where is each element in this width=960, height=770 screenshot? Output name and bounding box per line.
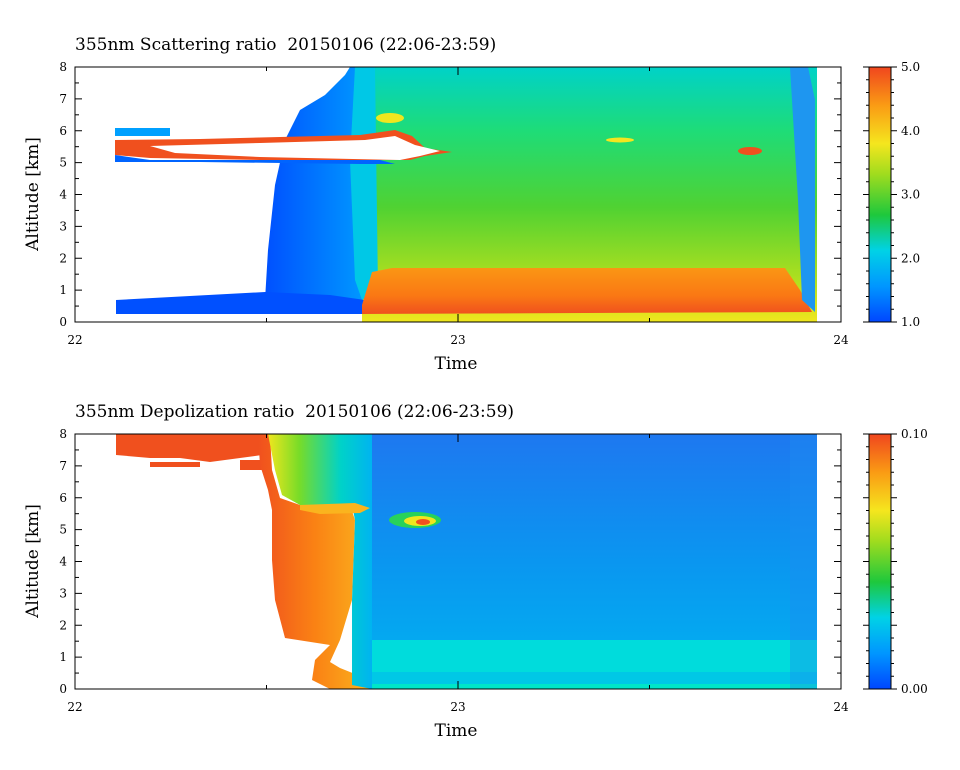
y-tick-label: 4 bbox=[59, 555, 67, 569]
x-tick-label: 23 bbox=[450, 333, 465, 347]
y-tick-label: 3 bbox=[59, 586, 67, 600]
y-tick-label: 6 bbox=[59, 491, 67, 505]
cloud-layer-depol bbox=[300, 503, 441, 528]
x-tick-label: 24 bbox=[833, 333, 849, 347]
y-tick-label: 5 bbox=[59, 523, 67, 537]
colorbar-tick-label: 2.0 bbox=[901, 251, 920, 265]
scattering-title: 355nm Scattering ratio 20150106 (22:06-2… bbox=[75, 35, 496, 55]
depolarization-xlabel: Time bbox=[435, 721, 478, 741]
y-tick-label: 7 bbox=[59, 459, 67, 473]
x-tick-label: 22 bbox=[67, 333, 82, 347]
y-tick-label: 4 bbox=[59, 188, 67, 202]
colorbar-tick-label: 1.0 bbox=[901, 315, 920, 329]
depolarization-colorbar-ticks: 0.00 0.10 bbox=[863, 427, 928, 696]
colorbar-tick-label: 0.10 bbox=[901, 427, 928, 441]
y-tick-label: 0 bbox=[59, 315, 67, 329]
y-tick-label: 2 bbox=[59, 251, 67, 265]
y-tick-label: 8 bbox=[59, 427, 67, 441]
y-tick-label: 1 bbox=[59, 283, 67, 297]
y-tick-label: 0 bbox=[59, 682, 67, 696]
depolarization-title: 355nm Depolization ratio 20150106 (22:06… bbox=[75, 402, 514, 422]
depolarization-ylabel: Altitude [km] bbox=[23, 504, 43, 619]
y-tick-label: 2 bbox=[59, 618, 67, 632]
colorbar-tick-label: 5.0 bbox=[901, 60, 920, 74]
y-tick-label: 3 bbox=[59, 219, 67, 233]
depolarization-colorbar: 0.00 0.10 bbox=[863, 427, 928, 696]
scattering-ylabel: Altitude [km] bbox=[23, 137, 43, 252]
scattering-colorbar-ticks: 1.0 2.0 3.0 4.0 5.0 bbox=[863, 60, 920, 329]
scattering-xlabel: Time bbox=[435, 354, 478, 374]
y-tick-label: 1 bbox=[59, 650, 67, 664]
y-tick-label: 5 bbox=[59, 156, 67, 170]
scattering-heatmap bbox=[115, 67, 817, 322]
colorbar-tick-label: 3.0 bbox=[901, 188, 920, 202]
x-tick-label: 24 bbox=[833, 700, 849, 714]
cloud-layer-scatter bbox=[115, 113, 762, 164]
colorbar-tick-label: 4.0 bbox=[901, 124, 920, 138]
scattering-colorbar: 1.0 2.0 3.0 4.0 5.0 bbox=[863, 60, 920, 329]
colorbar-tick-label: 0.00 bbox=[901, 682, 928, 696]
x-tick-label: 23 bbox=[450, 700, 465, 714]
y-tick-label: 6 bbox=[59, 124, 67, 138]
y-tick-label: 7 bbox=[59, 92, 67, 106]
depolarization-heatmap bbox=[116, 434, 817, 689]
y-tick-label: 8 bbox=[59, 60, 67, 74]
x-tick-label: 22 bbox=[67, 700, 82, 714]
